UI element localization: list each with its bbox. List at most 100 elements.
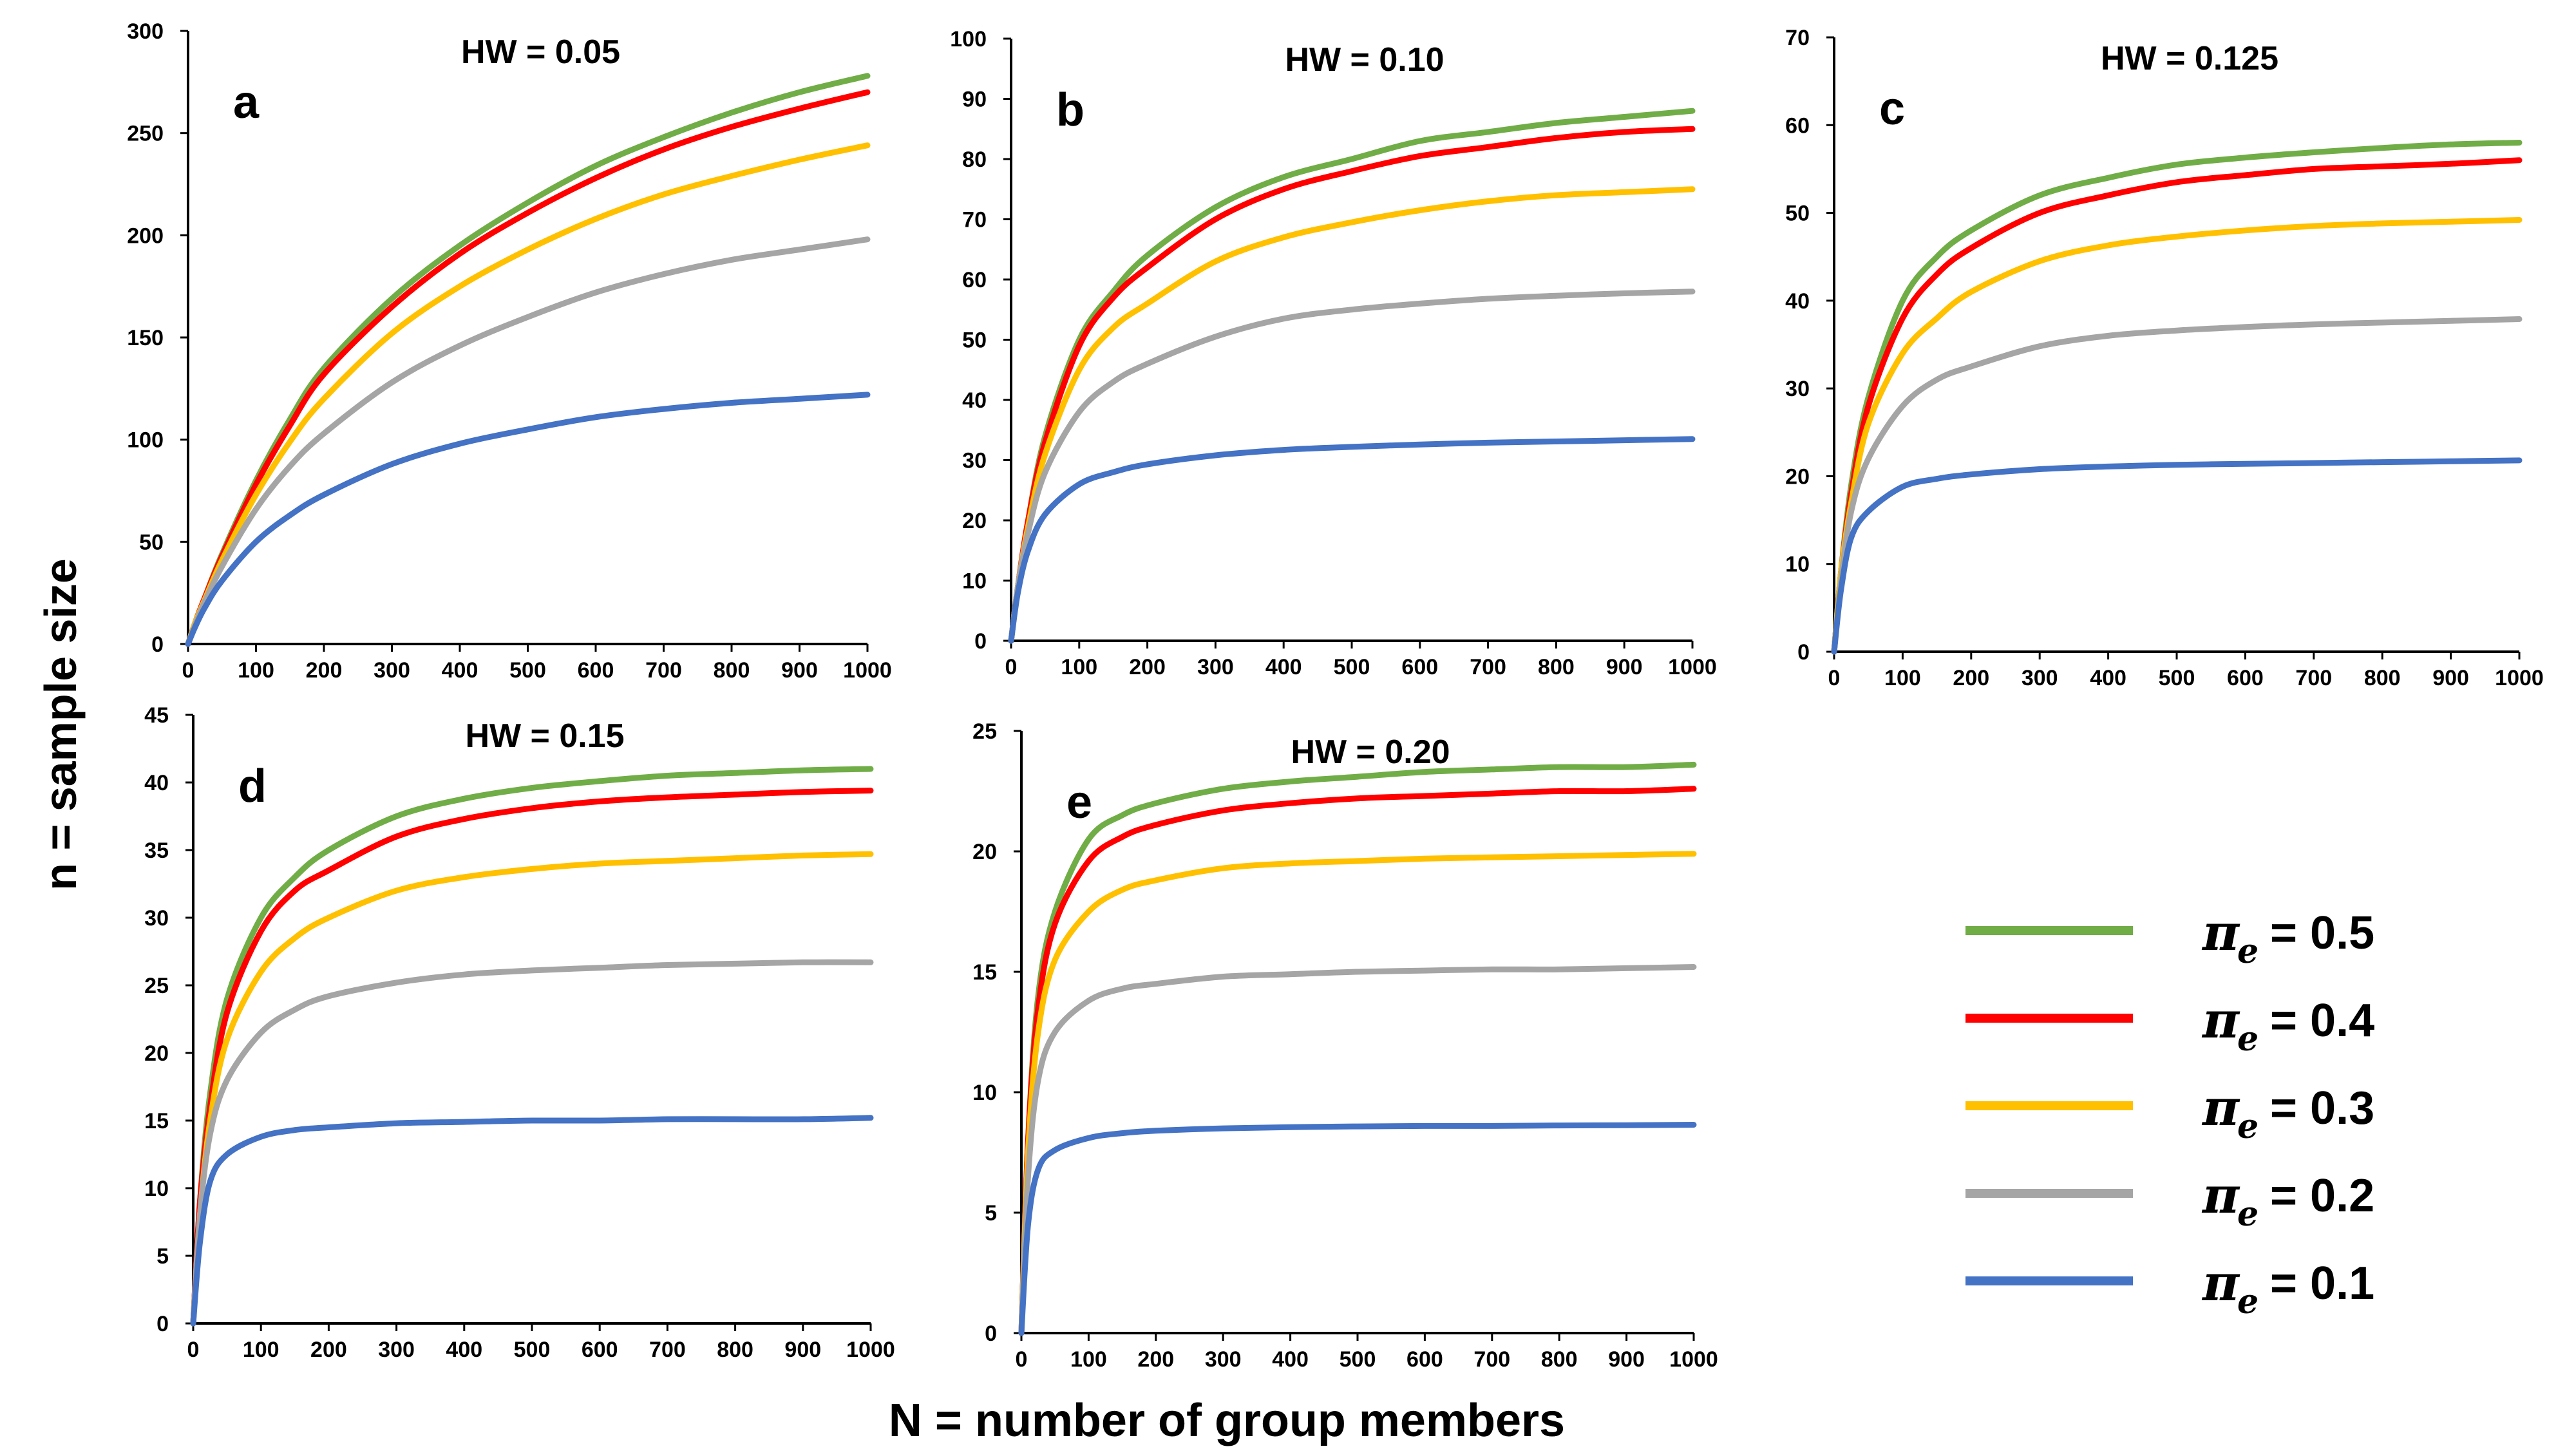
series-line-pi-0-3: [1018, 851, 1697, 1336]
y-tick-label: 60: [962, 268, 987, 292]
y-tick-label: 40: [1785, 289, 1810, 314]
x-tick-label: 800: [2364, 666, 2401, 690]
x-tick-label: 400: [1272, 1347, 1309, 1372]
x-tick-label: 800: [1541, 1347, 1578, 1372]
x-tick-label: 900: [781, 658, 818, 683]
x-tick-label: 0: [1005, 655, 1018, 679]
x-tick-label: 0: [1828, 666, 1841, 690]
x-tick-label: 500: [1340, 1347, 1376, 1372]
y-tick-label: 80: [962, 147, 987, 172]
x-tick-label: 600: [1406, 1347, 1443, 1372]
legend-item: πe = 0.5: [1965, 904, 2374, 971]
y-tick-label: 0: [974, 629, 987, 654]
y-tick-label: 15: [972, 960, 997, 985]
series-line-pi-0-2: [1008, 289, 1696, 644]
series-line-pi-0-1: [190, 1115, 874, 1327]
y-tick-label: 100: [950, 27, 987, 52]
panel-c: 0 100 200 300 400 500 600 700 800 900 1000 0 10 20 30 4…: [1785, 26, 2544, 690]
panel-a: 0 100 200 300 400 500 600 700 800 900 1000 0 50 100 15…: [127, 19, 892, 683]
x-tick-label: 600: [2227, 666, 2264, 690]
x-tick-label: 100: [238, 658, 274, 683]
x-tick-label: 800: [1538, 655, 1575, 679]
panel-letter: e: [1066, 777, 1092, 828]
x-tick-label: 0: [1016, 1347, 1028, 1372]
x-tick-label: 200: [1953, 666, 1989, 690]
series-line-pi-0-1: [185, 392, 871, 647]
x-tick-label: 400: [442, 658, 478, 683]
series-line-pi-0-2: [185, 236, 871, 647]
y-tick-label: 10: [962, 569, 987, 594]
series-line-pi-0-3: [1831, 217, 2523, 655]
y-tick-label: 20: [1785, 464, 1810, 489]
legend: πe = 0.5πe = 0.4πe = 0.3πe = 0.2πe = 0.1: [1965, 904, 2374, 1321]
x-tick-label: 700: [645, 658, 682, 683]
y-tick-label: 50: [1785, 202, 1810, 226]
y-tick-label: 30: [962, 449, 987, 473]
x-tick-label: 1000: [1669, 1347, 1718, 1372]
x-tick-label: 900: [784, 1338, 821, 1362]
pi-symbol: π: [2201, 904, 2240, 962]
panel-letter: d: [238, 761, 267, 812]
y-tick-label: 100: [127, 428, 164, 453]
y-tick-label: 5: [156, 1244, 169, 1269]
x-tick-label: 500: [2159, 666, 2195, 690]
x-tick-label: 800: [717, 1338, 753, 1362]
legend-item: πe = 0.2: [1965, 1166, 2374, 1234]
y-tick-label: 10: [144, 1177, 169, 1201]
y-tick-label: 30: [144, 906, 169, 931]
pi-symbol: π: [2201, 1079, 2240, 1137]
y-tick-label: 60: [1785, 113, 1810, 138]
panel-title: HW = 0.05: [461, 33, 620, 71]
x-tick-label: 0: [182, 658, 194, 683]
x-tick-label: 400: [1265, 655, 1302, 679]
x-tick-label: 300: [1197, 655, 1234, 679]
x-tick-label: 900: [2432, 666, 2469, 690]
subscript-e: e: [2237, 932, 2259, 971]
y-tick-label: 40: [144, 771, 169, 795]
x-tick-label: 300: [2022, 666, 2058, 690]
y-tick-label: 0: [156, 1312, 169, 1336]
y-tick-label: 200: [127, 223, 164, 248]
x-tick-label: 500: [509, 658, 546, 683]
y-tick-label: 250: [127, 122, 164, 146]
x-tick-label: 1000: [843, 658, 892, 683]
legend-item: πe = 0.1: [1965, 1254, 2374, 1321]
x-tick-label: 200: [306, 658, 343, 683]
subscript-e: e: [2237, 1107, 2259, 1146]
y-tick-label: 50: [139, 530, 164, 554]
x-tick-label: 0: [187, 1338, 200, 1362]
series-line-pi-0-1: [1018, 1122, 1697, 1336]
x-tick-label: 700: [1473, 1347, 1510, 1372]
subscript-e: e: [2237, 1019, 2259, 1059]
y-tick-label: 0: [1797, 640, 1810, 665]
x-tick-label: 1000: [846, 1338, 895, 1362]
y-tick-label: 20: [962, 509, 987, 533]
x-tick-label: 700: [2295, 666, 2332, 690]
x-tick-label: 100: [1061, 655, 1097, 679]
legend-item: πe = 0.4: [1965, 991, 2374, 1059]
y-tick-label: 10: [1785, 553, 1810, 577]
y-tick-label: 30: [1785, 377, 1810, 401]
panel-title: HW = 0.10: [1285, 41, 1444, 79]
x-tick-label: 900: [1606, 655, 1643, 679]
panel-d: 0 100 200 300 400 500 600 700 800 900 1000 0 5 10 15 20…: [144, 703, 895, 1362]
legend-label: = 0.4: [2270, 995, 2374, 1046]
x-tick-label: 400: [446, 1338, 482, 1362]
series-line-pi-0-2: [190, 959, 874, 1327]
x-tick-label: 100: [1070, 1347, 1107, 1372]
legend-item: πe = 0.3: [1965, 1079, 2374, 1146]
y-tick-label: 45: [144, 703, 169, 728]
legend-label: = 0.1: [2270, 1258, 2374, 1309]
y-tick-label: 20: [972, 840, 997, 864]
series-line-pi-0-1: [1831, 457, 2523, 655]
pi-symbol: π: [2201, 991, 2240, 1050]
x-tick-label: 200: [310, 1338, 347, 1362]
x-tick-label: 1000: [2495, 666, 2544, 690]
x-tick-label: 200: [1137, 1347, 1174, 1372]
x-tick-label: 100: [243, 1338, 279, 1362]
panel-e: 0 100 200 300 400 500 600 700 800 900 1000 0 5 10 15 20…: [972, 719, 1718, 1372]
panel-title: HW = 0.125: [2101, 40, 2278, 77]
series-line-pi-0-2: [1018, 964, 1697, 1336]
y-tick-label: 70: [1785, 26, 1810, 50]
